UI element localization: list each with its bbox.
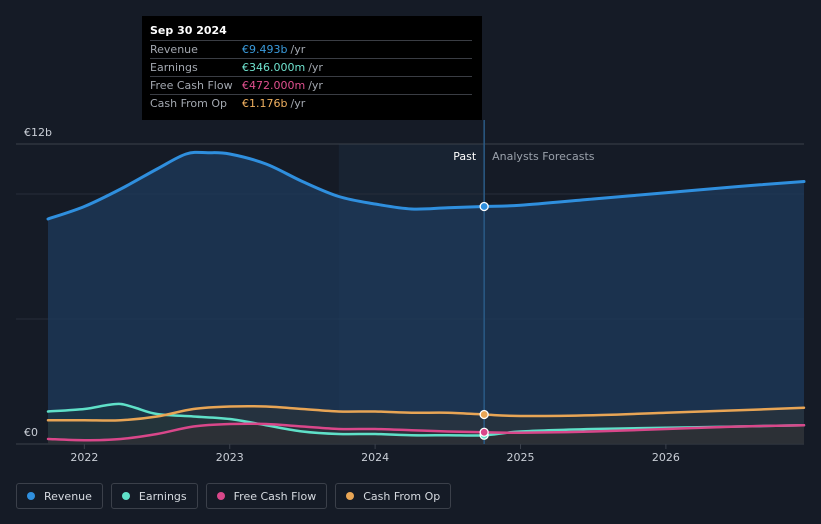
- line-earnings: [46, 402, 806, 437]
- legend-item-free-cash-flow[interactable]: Free Cash Flow: [205, 483, 328, 509]
- tooltip-unit: /yr: [290, 97, 306, 110]
- legend-label: Cash From Op: [363, 489, 441, 503]
- tooltip-label: Free Cash Flow: [150, 79, 233, 92]
- tooltip-row-cash-from-op: Cash From Op €1.176b /yr: [150, 94, 472, 112]
- area-earnings: [48, 403, 804, 444]
- tooltip-unit: /yr: [308, 61, 323, 74]
- tooltip-label: Revenue: [150, 43, 198, 56]
- y-tick-label-bottom: €0: [24, 426, 38, 439]
- tooltip-unit: /yr: [290, 43, 306, 56]
- x-tick-label: 2024: [361, 451, 389, 464]
- tooltip-label: Earnings: [150, 61, 198, 74]
- marker-cash-from-op: [479, 409, 489, 420]
- revenue-dot-icon: [27, 492, 35, 500]
- tooltip-row-revenue: Revenue €9.493b /yr: [150, 40, 472, 58]
- forecast-label: Analysts Forecasts: [492, 150, 595, 163]
- line-revenue: [46, 150, 806, 221]
- tooltip-row-free-cash-flow: Free Cash Flow €472.000m /yr: [150, 76, 472, 94]
- marker-free-cash-flow: [479, 427, 489, 437]
- x-tick-label: 2025: [507, 451, 535, 464]
- legend-item-revenue[interactable]: Revenue: [16, 483, 103, 509]
- legend-label: Earnings: [138, 489, 187, 503]
- tooltip-value: €9.493b: [242, 43, 288, 56]
- marker-revenue: [479, 201, 489, 212]
- x-tick-label: 2023: [216, 451, 244, 464]
- area-free-cash-flow: [48, 423, 804, 444]
- line-cash-from-op: [46, 404, 806, 422]
- y-tick-label-top: €12b: [24, 126, 52, 139]
- x-tick-label: 2022: [70, 451, 98, 464]
- tooltip-date: Sep 30 2024: [150, 24, 227, 37]
- data-tooltip: Sep 30 2024 Revenue €9.493b /yr Earnings…: [142, 16, 482, 120]
- line-free-cash-flow: [46, 422, 806, 442]
- x-tick-label: 2026: [652, 451, 680, 464]
- tooltip-row-earnings: Earnings €346.000m /yr: [150, 58, 472, 76]
- area-revenue: [48, 152, 804, 444]
- tooltip-label: Cash From Op: [150, 97, 228, 110]
- cash-from-op-dot-icon: [346, 492, 355, 500]
- earnings-dot-icon: [121, 492, 130, 500]
- past-label: Past: [453, 150, 477, 163]
- tooltip-value: €472.000m: [242, 79, 306, 92]
- tooltip-unit: /yr: [308, 79, 323, 92]
- legend-item-earnings[interactable]: Earnings: [110, 483, 198, 509]
- legend-label: Free Cash Flow: [233, 489, 317, 503]
- tooltip-value: €1.176b: [242, 97, 288, 110]
- tooltip-value: €346.000m: [242, 61, 306, 74]
- legend-label: Revenue: [44, 489, 92, 503]
- chart-legend: Revenue Earnings Free Cash Flow Cash Fro…: [16, 483, 459, 509]
- legend-item-cash-from-op[interactable]: Cash From Op: [335, 483, 452, 509]
- free-cash-flow-dot-icon: [216, 492, 225, 500]
